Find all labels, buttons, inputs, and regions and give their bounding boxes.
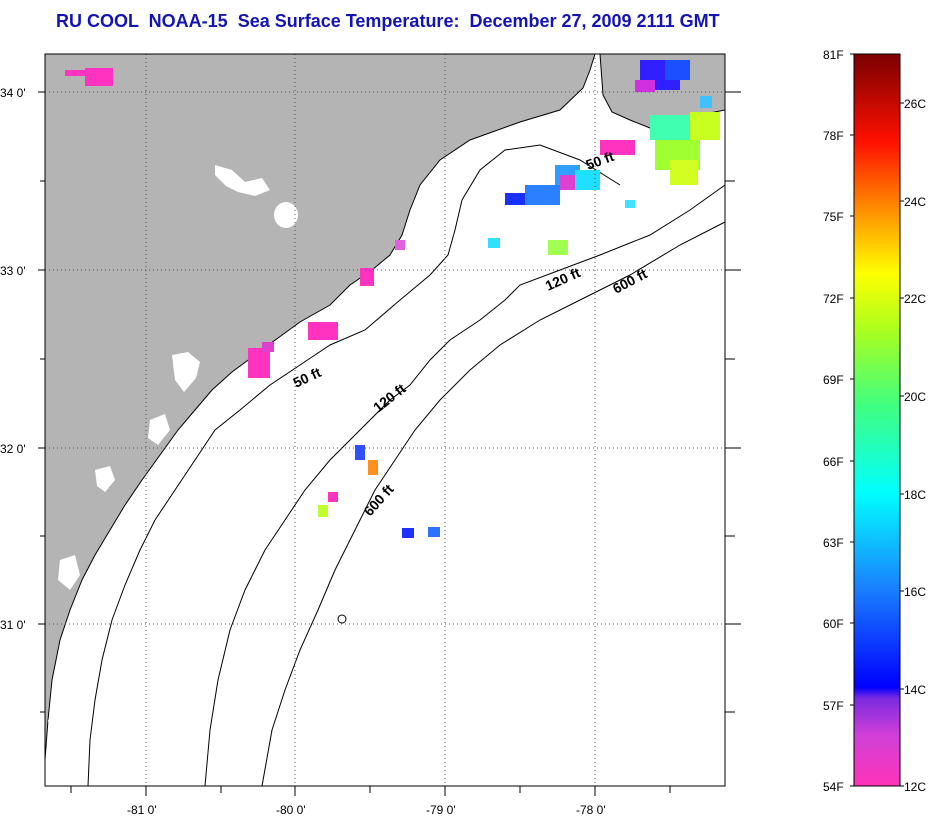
f-label-60: 60F [823, 617, 844, 631]
lon-label-78: -78 0' [576, 803, 606, 817]
inland-lakes [48, 165, 298, 750]
f-label-63: 63F [823, 536, 844, 550]
c-label-18: 18C [904, 488, 926, 502]
lon-label-79: -79 0' [426, 803, 456, 817]
tick-marks [38, 91, 741, 796]
c-label-26: 26C [904, 97, 926, 111]
c-label-14: 14C [904, 683, 926, 697]
c-label-16: 16C [904, 585, 926, 599]
contour-600ft [261, 221, 726, 787]
colorbar-gradient [853, 53, 901, 787]
c-label-22: 22C [904, 292, 926, 306]
f-label-72: 72F [823, 292, 844, 306]
contour-50ft [87, 144, 621, 787]
bathymetry-contours [87, 144, 726, 787]
lat-label-32: 32 0' [0, 442, 26, 456]
f-label-78: 78F [823, 129, 844, 143]
f-label-81: 81F [823, 48, 844, 62]
colorbar-c-labels: 26C 24C 22C 20C 18C 16C 14C 12C [904, 97, 926, 794]
map-title: RU COOL NOAA-15 Sea Surface Temperature:… [56, 11, 720, 31]
lon-label-80: -80 0' [276, 803, 306, 817]
colorbar-f-labels: 81F 78F 75F 72F 69F 66F 63F 60F 57F 54F [823, 48, 844, 794]
map-frame [44, 53, 726, 787]
c-label-12: 12C [904, 780, 926, 794]
lon-label-81: -81 0' [127, 803, 157, 817]
f-label-69: 69F [823, 373, 844, 387]
lat-label-34: 34 0' [0, 86, 26, 100]
c-label-24: 24C [904, 195, 926, 209]
sst-map: -81 0' -80 0' -79 0' -78 0' 34 0' 33 0' … [0, 53, 741, 817]
lat-label-31: 31 0' [0, 618, 26, 632]
f-label-54: 54F [823, 780, 844, 794]
f-label-75: 75F [823, 210, 844, 224]
lat-lon-gridlines [45, 54, 725, 786]
sst-patches [65, 60, 720, 538]
contour-120ft [204, 184, 726, 787]
colorbar-ticks [850, 53, 904, 787]
f-label-66: 66F [823, 455, 844, 469]
lat-label-33: 33 0' [0, 264, 26, 278]
c-label-20: 20C [904, 390, 926, 404]
f-label-57: 57F [823, 699, 844, 713]
